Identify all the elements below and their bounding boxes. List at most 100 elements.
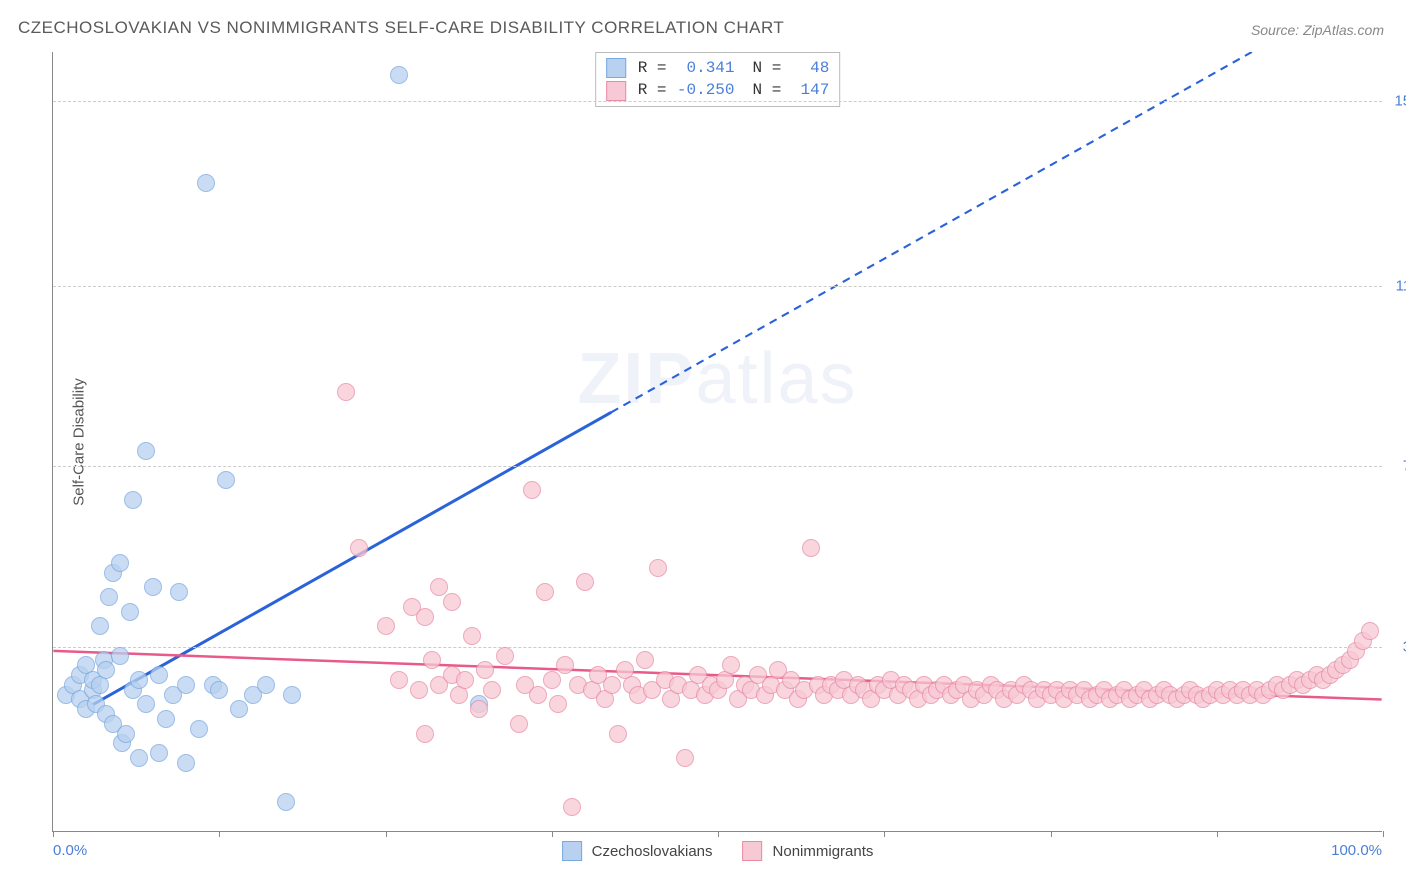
legend: Czechoslovakians Nonimmigrants xyxy=(562,841,874,861)
data-point xyxy=(144,578,162,596)
data-point xyxy=(150,666,168,684)
x-tick xyxy=(884,831,885,837)
data-point xyxy=(390,66,408,84)
x-tick xyxy=(1217,831,1218,837)
x-tick xyxy=(386,831,387,837)
data-point xyxy=(377,617,395,635)
data-point xyxy=(217,471,235,489)
chart-container: CZECHOSLOVAKIAN VS NONIMMIGRANTS SELF-CA… xyxy=(0,0,1406,892)
data-point xyxy=(117,725,135,743)
watermark-light: atlas xyxy=(695,339,857,419)
data-point xyxy=(556,656,574,674)
legend-swatch xyxy=(562,841,582,861)
data-point xyxy=(130,749,148,767)
data-point xyxy=(337,383,355,401)
n-value: 147 xyxy=(789,79,829,101)
data-point xyxy=(416,725,434,743)
stats-box: R = 0.341 N = 48 R = -0.250 N = 147 xyxy=(595,52,841,107)
data-point xyxy=(197,174,215,192)
data-point xyxy=(416,608,434,626)
stats-row: R = 0.341 N = 48 xyxy=(606,57,830,79)
source-value: ZipAtlas.com xyxy=(1303,22,1384,38)
data-point xyxy=(603,676,621,694)
gridline xyxy=(53,647,1382,648)
stats-row: R = -0.250 N = 147 xyxy=(606,79,830,101)
data-point xyxy=(483,681,501,699)
data-point xyxy=(523,481,541,499)
source-attribution: Source: ZipAtlas.com xyxy=(1251,22,1384,38)
data-point xyxy=(170,583,188,601)
x-axis-min-label: 0.0% xyxy=(53,842,87,859)
watermark: ZIPatlas xyxy=(577,338,857,420)
data-point xyxy=(456,671,474,689)
data-point xyxy=(121,603,139,621)
trend-line xyxy=(93,412,611,704)
data-point xyxy=(150,744,168,762)
x-tick xyxy=(552,831,553,837)
x-tick xyxy=(1383,831,1384,837)
legend-label: Czechoslovakians xyxy=(592,843,713,860)
y-tick-label: 11.2% xyxy=(1396,278,1406,295)
data-point xyxy=(100,588,118,606)
legend-swatch xyxy=(743,841,763,861)
data-point xyxy=(350,539,368,557)
data-point xyxy=(137,442,155,460)
data-point xyxy=(676,749,694,767)
data-point xyxy=(496,647,514,665)
data-point xyxy=(124,491,142,509)
data-point xyxy=(536,583,554,601)
data-point xyxy=(177,676,195,694)
data-point xyxy=(430,578,448,596)
source-label: Source: xyxy=(1251,22,1299,38)
data-point xyxy=(1361,622,1379,640)
gridline xyxy=(53,286,1382,287)
r-label: R = xyxy=(638,57,667,79)
x-tick xyxy=(53,831,54,837)
trend-lines xyxy=(53,52,1382,831)
watermark-bold: ZIP xyxy=(577,339,695,419)
data-point xyxy=(510,715,528,733)
series-swatch xyxy=(606,58,626,78)
data-point xyxy=(722,656,740,674)
data-point xyxy=(649,559,667,577)
x-tick xyxy=(1051,831,1052,837)
data-point xyxy=(410,681,428,699)
legend-item: Nonimmigrants xyxy=(743,841,874,861)
x-axis-max-label: 100.0% xyxy=(1331,842,1382,859)
data-point xyxy=(529,686,547,704)
data-point xyxy=(563,798,581,816)
data-point xyxy=(576,573,594,591)
data-point xyxy=(476,661,494,679)
y-axis-title: Self-Care Disability xyxy=(70,378,87,506)
data-point xyxy=(230,700,248,718)
data-point xyxy=(463,627,481,645)
data-point xyxy=(130,671,148,689)
x-tick xyxy=(219,831,220,837)
n-label: N = xyxy=(753,57,782,79)
data-point xyxy=(111,554,129,572)
data-point xyxy=(177,754,195,772)
data-point xyxy=(549,695,567,713)
legend-item: Czechoslovakians xyxy=(562,841,713,861)
data-point xyxy=(283,686,301,704)
data-point xyxy=(443,593,461,611)
r-label: R = xyxy=(638,79,667,101)
data-point xyxy=(210,681,228,699)
gridline xyxy=(53,101,1382,102)
n-value: 48 xyxy=(789,57,829,79)
x-tick xyxy=(718,831,719,837)
data-point xyxy=(470,700,488,718)
data-point xyxy=(157,710,175,728)
r-value: -0.250 xyxy=(675,79,735,101)
data-point xyxy=(390,671,408,689)
data-point xyxy=(636,651,654,669)
data-point xyxy=(111,647,129,665)
n-label: N = xyxy=(753,79,782,101)
gridline xyxy=(53,466,1382,467)
data-point xyxy=(91,617,109,635)
data-point xyxy=(609,725,627,743)
r-value: 0.341 xyxy=(675,57,735,79)
plot-area: Self-Care Disability ZIPatlas R = 0.341 N … xyxy=(52,52,1382,832)
data-point xyxy=(543,671,561,689)
data-point xyxy=(277,793,295,811)
